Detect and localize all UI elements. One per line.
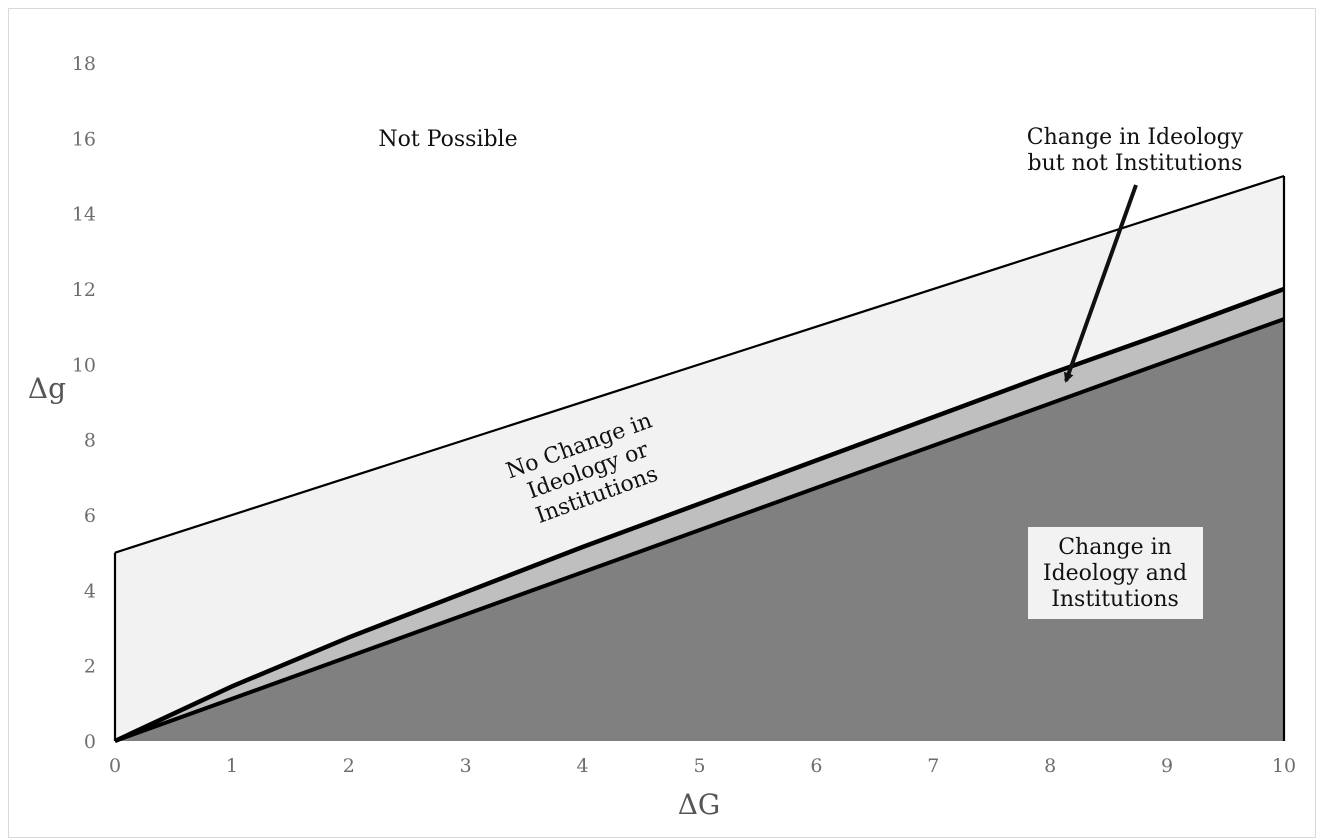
y-tick-label: 0 [84, 731, 96, 753]
lower-boundary-line [114, 317, 1285, 743]
ideology-only-arrow [1063, 184, 1138, 383]
middle-boundary-line [114, 286, 1285, 744]
ideology-only-label: Change in Ideology but not Institutions [1027, 125, 1244, 176]
y-tick-label: 4 [84, 580, 96, 602]
region-layer [115, 176, 1284, 741]
x-axis-title: ΔG [678, 788, 721, 821]
x-tick-label: 8 [1044, 755, 1056, 777]
x-tick-label: 10 [1272, 755, 1296, 777]
x-tick-label: 4 [577, 755, 589, 777]
x-tick-label: 7 [927, 755, 939, 777]
both-change-line-3: Institutions [1051, 587, 1179, 612]
x-tick-label: 5 [693, 755, 705, 777]
y-axis-ticks: 0 2 4 6 8 10 12 14 16 18 [72, 53, 96, 753]
y-tick-label: 8 [84, 430, 96, 452]
y-tick-label: 6 [84, 505, 96, 527]
both-change-line-1: Change in [1058, 535, 1172, 560]
boundary-lines [113, 174, 1286, 744]
both-change-label: Change in Ideology and Institutions [1028, 527, 1203, 619]
x-tick-label: 6 [810, 755, 822, 777]
y-tick-label: 18 [72, 53, 96, 75]
both-change-line-2: Ideology and [1043, 561, 1187, 586]
ideology-only-line-2: but not Institutions [1028, 151, 1243, 176]
y-tick-label: 14 [72, 204, 96, 226]
not-possible-label: Not Possible [378, 127, 517, 152]
x-tick-label: 1 [226, 755, 238, 777]
x-axis-ticks: 0 1 2 3 4 5 6 7 8 9 10 [109, 755, 1296, 777]
y-axis-title: Δg [28, 372, 66, 405]
x-tick-label: 3 [460, 755, 472, 777]
ideology-only-line-1: Change in Ideology [1027, 125, 1244, 150]
upper-boundary-line [114, 174, 1285, 554]
x-tick-label: 9 [1161, 755, 1173, 777]
y-tick-label: 12 [72, 279, 96, 301]
y-tick-label: 2 [84, 656, 96, 678]
both-change-label-box [1028, 527, 1203, 619]
x-tick-label: 2 [343, 755, 355, 777]
y-tick-label: 10 [72, 354, 96, 376]
x-tick-label: 0 [109, 755, 121, 777]
y-tick-label: 16 [72, 128, 96, 150]
